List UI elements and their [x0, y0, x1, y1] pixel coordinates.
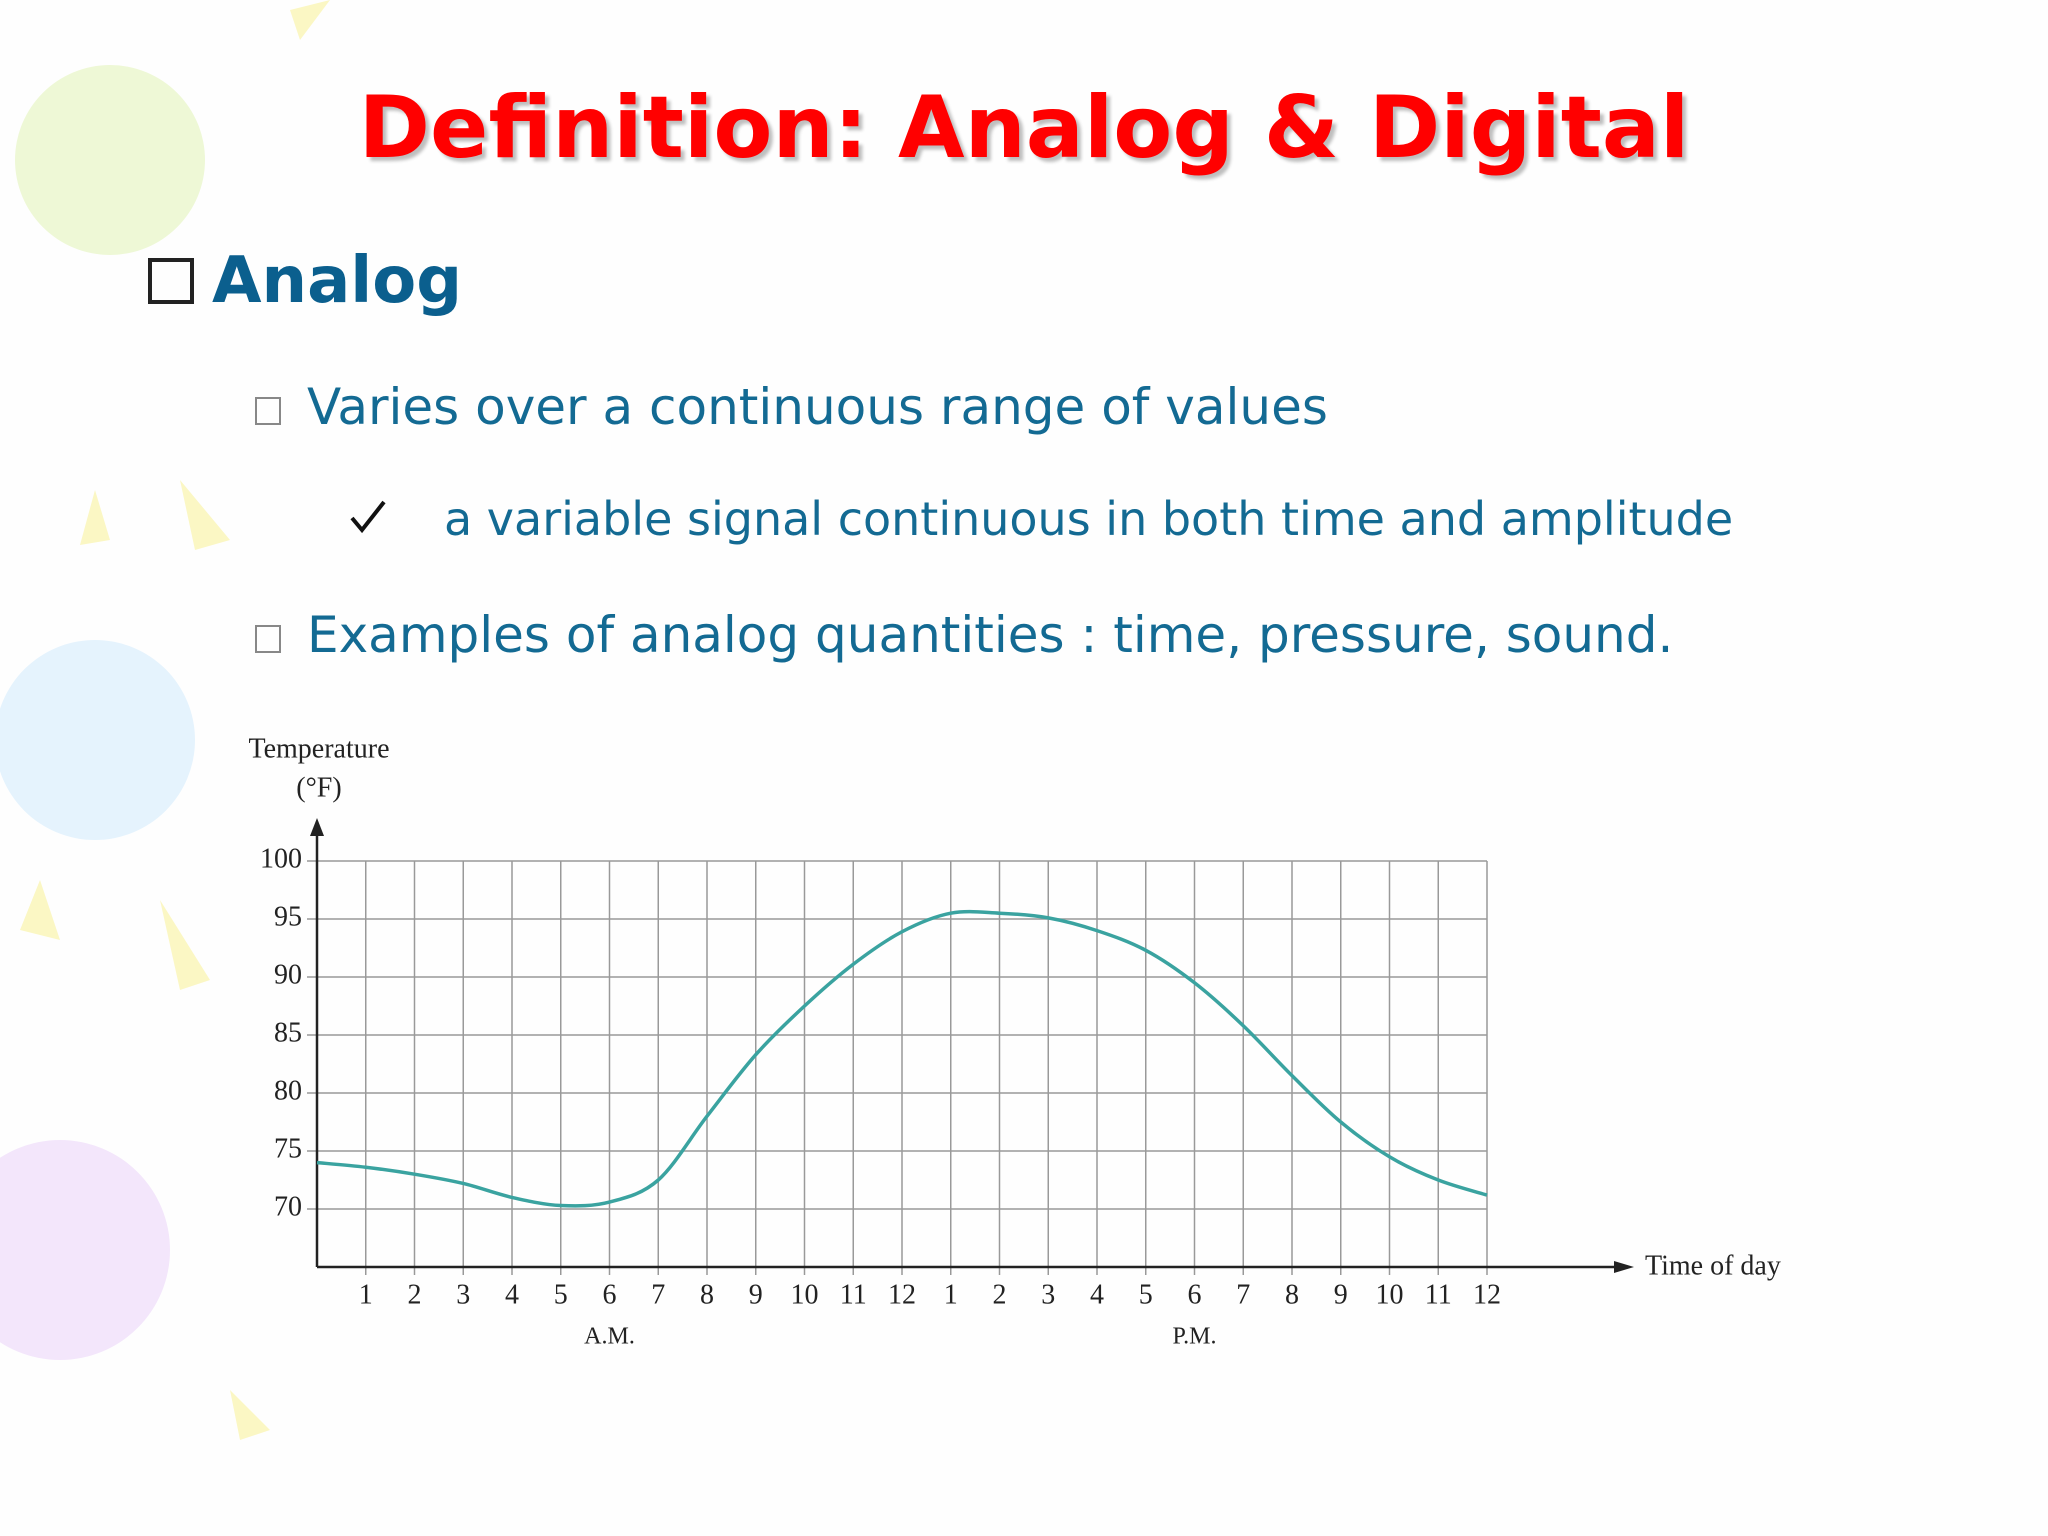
- x-tick-label: 10: [1376, 1279, 1404, 1310]
- x-tick-label: 6: [603, 1279, 617, 1310]
- check-item: a variable signal continuous in both tim…: [444, 492, 1734, 546]
- bullet-box: [255, 397, 281, 425]
- ray: [290, 0, 330, 40]
- ray: [20, 880, 60, 940]
- x-tick-label: 7: [651, 1279, 665, 1310]
- balloon: [0, 1140, 170, 1360]
- x-tick-label: 2: [993, 1279, 1007, 1310]
- y-tick-label: 80: [274, 1075, 302, 1106]
- bullet: Varies over a continuous range of values: [307, 378, 1328, 436]
- x-tick-label: 1: [944, 1279, 958, 1310]
- x-tick-label: 4: [1090, 1279, 1104, 1310]
- x-tick-label: 11: [840, 1279, 867, 1310]
- annotation: P.M.: [1172, 1324, 1216, 1350]
- bullet-box: [255, 625, 281, 653]
- x-tick-label: 3: [456, 1279, 470, 1310]
- x-tick-label: 1: [359, 1279, 373, 1310]
- ray: [180, 480, 230, 550]
- x-tick-label: 5: [554, 1279, 568, 1310]
- y-tick-label: 75: [274, 1133, 302, 1164]
- check-mark: [350, 500, 386, 534]
- x-tick-label: 9: [749, 1279, 763, 1310]
- y-tick-label: 100: [260, 843, 302, 874]
- x-tick-label: 4: [505, 1279, 519, 1310]
- annotation: A.M.: [584, 1324, 635, 1350]
- y-tick-label: 95: [274, 901, 302, 932]
- x-tick-label: 7: [1236, 1279, 1250, 1310]
- bullet-box: [148, 258, 194, 304]
- x-tick-label: 12: [1473, 1279, 1501, 1310]
- x-tick-label: 3: [1041, 1279, 1055, 1310]
- data-line: [316, 909, 1488, 1208]
- heading: Analog: [212, 244, 462, 318]
- x-axis-label: Time of day: [1645, 1250, 1781, 1281]
- y-axis-arrow: [310, 818, 324, 836]
- x-tick-label: 8: [1285, 1279, 1299, 1310]
- x-axis-arrow: [1614, 1261, 1634, 1273]
- y-axis-label: (°F): [296, 772, 341, 803]
- x-tick-label: 11: [1425, 1279, 1452, 1310]
- ray: [160, 900, 210, 990]
- balloon: [15, 65, 205, 255]
- x-tick-label: 10: [791, 1279, 819, 1310]
- x-tick-label: 5: [1139, 1279, 1153, 1310]
- ray: [230, 1390, 270, 1440]
- x-tick-label: 2: [408, 1279, 422, 1310]
- y-axis-label: Temperature: [248, 733, 389, 764]
- y-tick-label: 70: [274, 1191, 302, 1222]
- x-tick-label: 6: [1188, 1279, 1202, 1310]
- ray: [80, 490, 110, 545]
- balloon: [0, 640, 195, 840]
- x-tick-label: 9: [1334, 1279, 1348, 1310]
- y-tick-label: 90: [274, 959, 302, 990]
- x-tick-label: 12: [888, 1279, 916, 1310]
- y-tick-label: 85: [274, 1017, 302, 1048]
- x-tick-label: 8: [700, 1279, 714, 1310]
- slide-title: Definition: Analog & Digital: [358, 78, 1690, 178]
- bullet: Examples of analog quantities : time, pr…: [307, 606, 1674, 664]
